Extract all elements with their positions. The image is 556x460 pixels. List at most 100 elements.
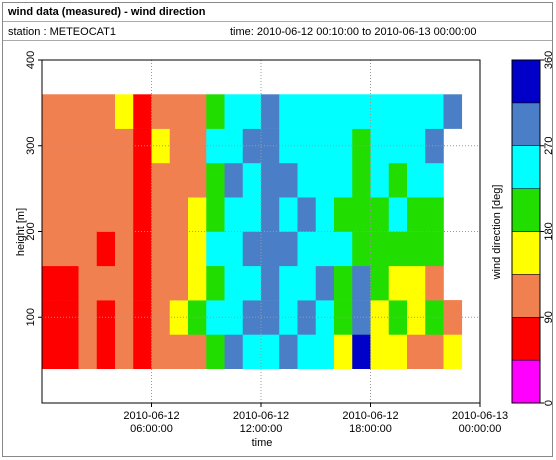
period: time: 2010-06-12 00:10:00 to 2010-06-13 …: [230, 26, 476, 38]
cell: [206, 197, 225, 232]
x-tick-label-line: 2010-06-12: [342, 410, 398, 422]
cell: [279, 334, 298, 369]
cell: [334, 94, 353, 129]
cell: [425, 265, 444, 301]
colorbar-tick-label: 180: [543, 222, 555, 240]
colorbar-swatch: [511, 188, 541, 232]
colorbar-tick-label: 360: [543, 51, 555, 69]
cell: [443, 334, 463, 369]
cell: [206, 162, 225, 198]
cell: [352, 162, 371, 198]
cell: [115, 265, 134, 301]
colorbar-swatch: [511, 359, 541, 404]
cell: [370, 300, 390, 335]
cell: [242, 162, 262, 198]
cell: [279, 197, 298, 232]
cell: [297, 197, 317, 232]
cell: [78, 197, 98, 232]
cell: [315, 300, 335, 335]
colorbar-swatch: [511, 59, 541, 104]
cell: [407, 197, 426, 232]
cell: [388, 231, 408, 267]
cell: [315, 128, 335, 164]
x-tick-label: 2010-06-12 12:00:00: [233, 410, 289, 435]
cell: [206, 128, 225, 164]
cell: [388, 265, 408, 301]
cell: [334, 300, 353, 335]
cell: [169, 197, 189, 232]
cell: [388, 162, 408, 198]
colorbar-tick-label: 90: [543, 311, 555, 323]
cell: [261, 162, 280, 198]
cell: [60, 334, 79, 369]
cell: [407, 128, 426, 164]
colorbar-swatch: [511, 274, 541, 318]
cell: [334, 197, 353, 232]
colorbar-tick-label: 270: [543, 137, 555, 155]
cell: [407, 231, 426, 267]
cell: [297, 94, 317, 129]
cell: [352, 197, 371, 232]
colorbar-tick-label: 0: [543, 400, 555, 406]
x-tick-label-line: 2010-06-12: [233, 410, 289, 422]
cell: [42, 231, 61, 267]
cell: [407, 265, 426, 301]
cell: [407, 162, 426, 198]
cell: [60, 94, 79, 129]
cell: [370, 128, 390, 164]
cell: [206, 334, 225, 369]
cell: [60, 162, 79, 198]
cell: [370, 94, 390, 129]
cell: [151, 265, 171, 301]
cell: [242, 334, 262, 369]
cell: [224, 334, 244, 369]
cell: [151, 231, 171, 267]
cell: [370, 334, 390, 369]
cell: [279, 162, 298, 198]
cell: [42, 162, 61, 198]
cell: [188, 128, 207, 164]
cell: [370, 265, 390, 301]
cell: [242, 231, 262, 267]
cell: [297, 334, 317, 369]
cell: [169, 162, 189, 198]
cell: [78, 162, 98, 198]
cell: [188, 265, 207, 301]
cell: [297, 265, 317, 301]
cell: [315, 265, 335, 301]
cell: [370, 231, 390, 267]
cell: [133, 265, 152, 301]
cell: [151, 128, 171, 164]
cell: [370, 197, 390, 232]
cell: [42, 334, 61, 369]
cell: [96, 162, 116, 198]
cell: [425, 300, 444, 335]
cell: [242, 265, 262, 301]
x-tick-label: 2010-06-12 18:00:00: [342, 410, 398, 435]
cell: [352, 334, 371, 369]
title: wind data (measured) - wind direction: [7, 6, 206, 18]
cell: [133, 128, 152, 164]
cell: [169, 265, 189, 301]
cell: [315, 197, 335, 232]
cell: [78, 265, 98, 301]
cell: [78, 231, 98, 267]
cell: [388, 300, 408, 335]
cell: [133, 334, 152, 369]
cell: [315, 334, 335, 369]
cell: [188, 231, 207, 267]
cell: [370, 162, 390, 198]
cell: [407, 334, 426, 369]
x-tick-label-line: 06:00:00: [130, 423, 173, 435]
cell: [151, 300, 171, 335]
cell: [261, 231, 280, 267]
cell: [42, 94, 61, 129]
cell: [60, 231, 79, 267]
cell: [133, 162, 152, 198]
cell: [206, 265, 225, 301]
cell: [169, 300, 189, 335]
cell: [279, 231, 298, 267]
x-tick-label-line: 18:00:00: [349, 423, 392, 435]
cell: [315, 162, 335, 198]
